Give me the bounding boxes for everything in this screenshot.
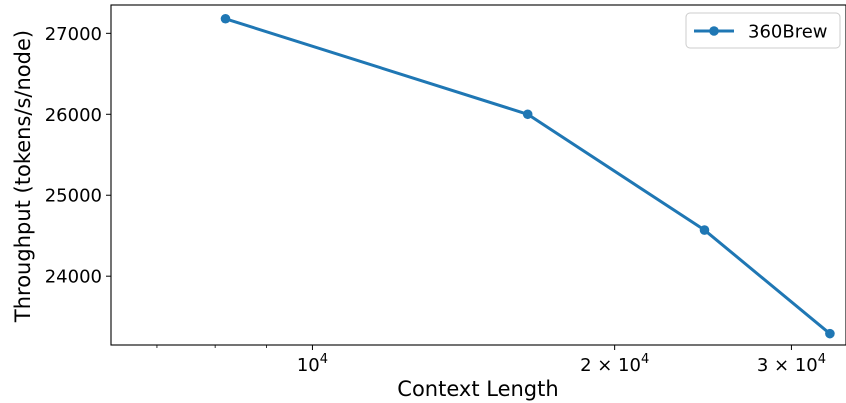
x-tick-label: 104 <box>297 352 328 376</box>
data-point <box>699 225 710 235</box>
data-point <box>220 13 231 24</box>
series <box>220 13 835 339</box>
axes <box>110 4 846 346</box>
x-axis-label: Context Length <box>397 377 558 401</box>
series-line <box>225 17 831 335</box>
y-tick-label: 24000 <box>45 267 102 288</box>
legend-box <box>685 12 841 49</box>
x-tick-label: 2 × 104 <box>580 352 649 376</box>
data-point <box>825 328 835 339</box>
legend-marker <box>709 26 719 36</box>
legend: 360Brew <box>685 12 841 49</box>
y-tick-label: 26000 <box>45 105 102 126</box>
y-tick-label: 25000 <box>45 186 102 207</box>
y-axis-label: Throughput (tokens/s/node) <box>11 30 35 323</box>
ticks: 24000 25000 26000 27000 104 2 × 104 3 × 104 <box>45 24 826 376</box>
y-tick-label: 27000 <box>45 24 102 45</box>
legend-label: 360Brew <box>748 22 828 43</box>
x-tick-label: 3 × 104 <box>757 352 826 376</box>
axes-frame <box>110 4 846 346</box>
data-point <box>522 109 533 120</box>
